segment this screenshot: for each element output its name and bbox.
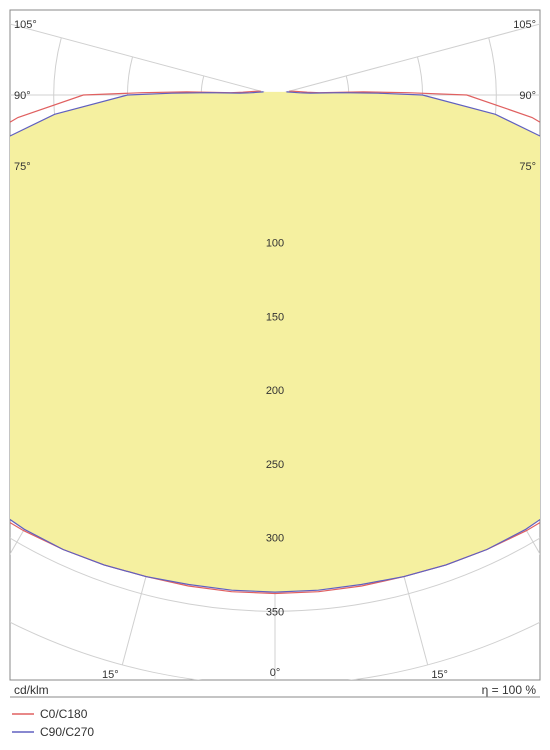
angle-label: 75° <box>519 161 536 173</box>
polar-chart-svg: 100150200250300350105°90°75°60°45°30°15°… <box>0 0 550 750</box>
angle-label: 0° <box>270 667 281 679</box>
legend-label: C90/C270 <box>40 725 94 739</box>
angle-label: 75° <box>14 161 31 173</box>
angle-label: 105° <box>513 19 536 31</box>
radial-label: 350 <box>266 606 284 618</box>
efficiency-label: η = 100 % <box>482 683 537 697</box>
angle-label: 15° <box>431 669 448 681</box>
radial-label: 250 <box>266 459 284 471</box>
radial-label: 100 <box>266 238 284 250</box>
angle-label: 90° <box>14 90 31 102</box>
polar-chart-container: 100150200250300350105°90°75°60°45°30°15°… <box>0 0 550 750</box>
radial-label: 300 <box>266 533 284 545</box>
angle-label: 15° <box>102 669 119 681</box>
radial-label: 200 <box>266 385 284 397</box>
legend-label: C0/C180 <box>40 707 88 721</box>
angle-label: 105° <box>14 19 37 31</box>
angle-label: 90° <box>519 90 536 102</box>
radial-label: 150 <box>266 311 284 323</box>
unit-label: cd/klm <box>14 683 49 697</box>
